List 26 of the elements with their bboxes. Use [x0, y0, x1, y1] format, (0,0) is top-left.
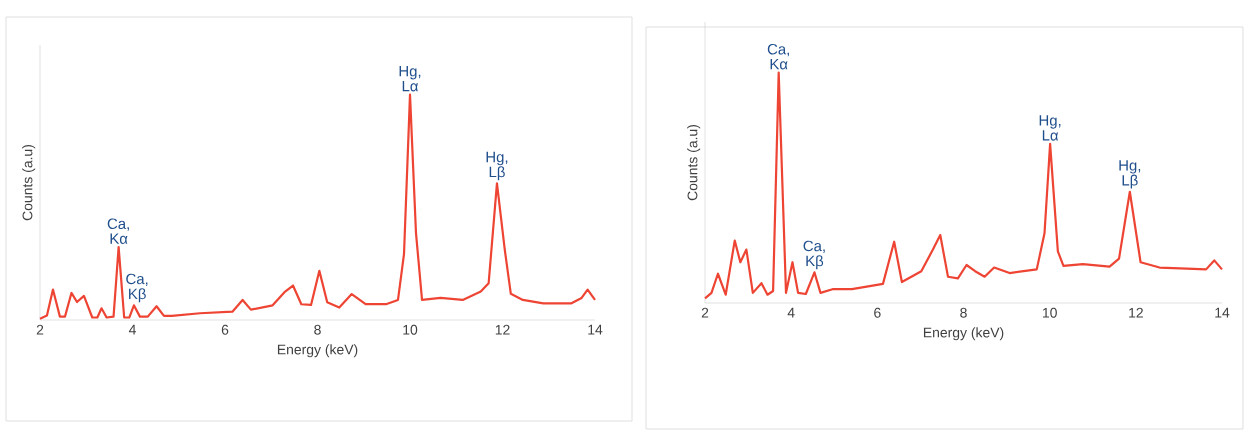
- x-tick-label: 14: [588, 324, 603, 335]
- annotation: Ca, Kβ: [803, 240, 825, 270]
- x-tick-label: 6: [221, 324, 229, 335]
- x-tick-label: 6: [874, 307, 881, 318]
- x-tick-label: 8: [960, 307, 967, 318]
- x-tick-label: 12: [495, 324, 510, 335]
- x-tick-label: 12: [1129, 307, 1143, 318]
- annotation: Hg, Lβ: [1119, 160, 1141, 189]
- annotation: Ca, Kα: [107, 218, 129, 244]
- x-tick-label: 2: [701, 307, 709, 318]
- x-tick-label: 10: [403, 324, 418, 335]
- y-axis-title: Counts (a.u): [22, 145, 36, 221]
- annotation: Ca, Kβ: [126, 273, 148, 303]
- x-tick-label: 14: [1215, 307, 1230, 318]
- y-axis-title: Counts (a.u): [687, 125, 701, 201]
- x-tick-label: 8: [314, 324, 321, 335]
- annotation: Hg, Lβ: [486, 151, 508, 181]
- annotation: Ca, Kα: [767, 43, 789, 70]
- x-tick-label: 2: [36, 324, 44, 335]
- x-tick-label: 4: [128, 324, 136, 335]
- x-tick-label: 4: [787, 307, 795, 318]
- annotation: Hg, Lα: [399, 66, 421, 92]
- x-tick-label: 10: [1042, 307, 1057, 318]
- x-axis-title: Energy (keV): [277, 344, 358, 358]
- annotation: Hg, Lα: [1039, 115, 1061, 141]
- x-axis-title: Energy (keV): [923, 327, 1004, 341]
